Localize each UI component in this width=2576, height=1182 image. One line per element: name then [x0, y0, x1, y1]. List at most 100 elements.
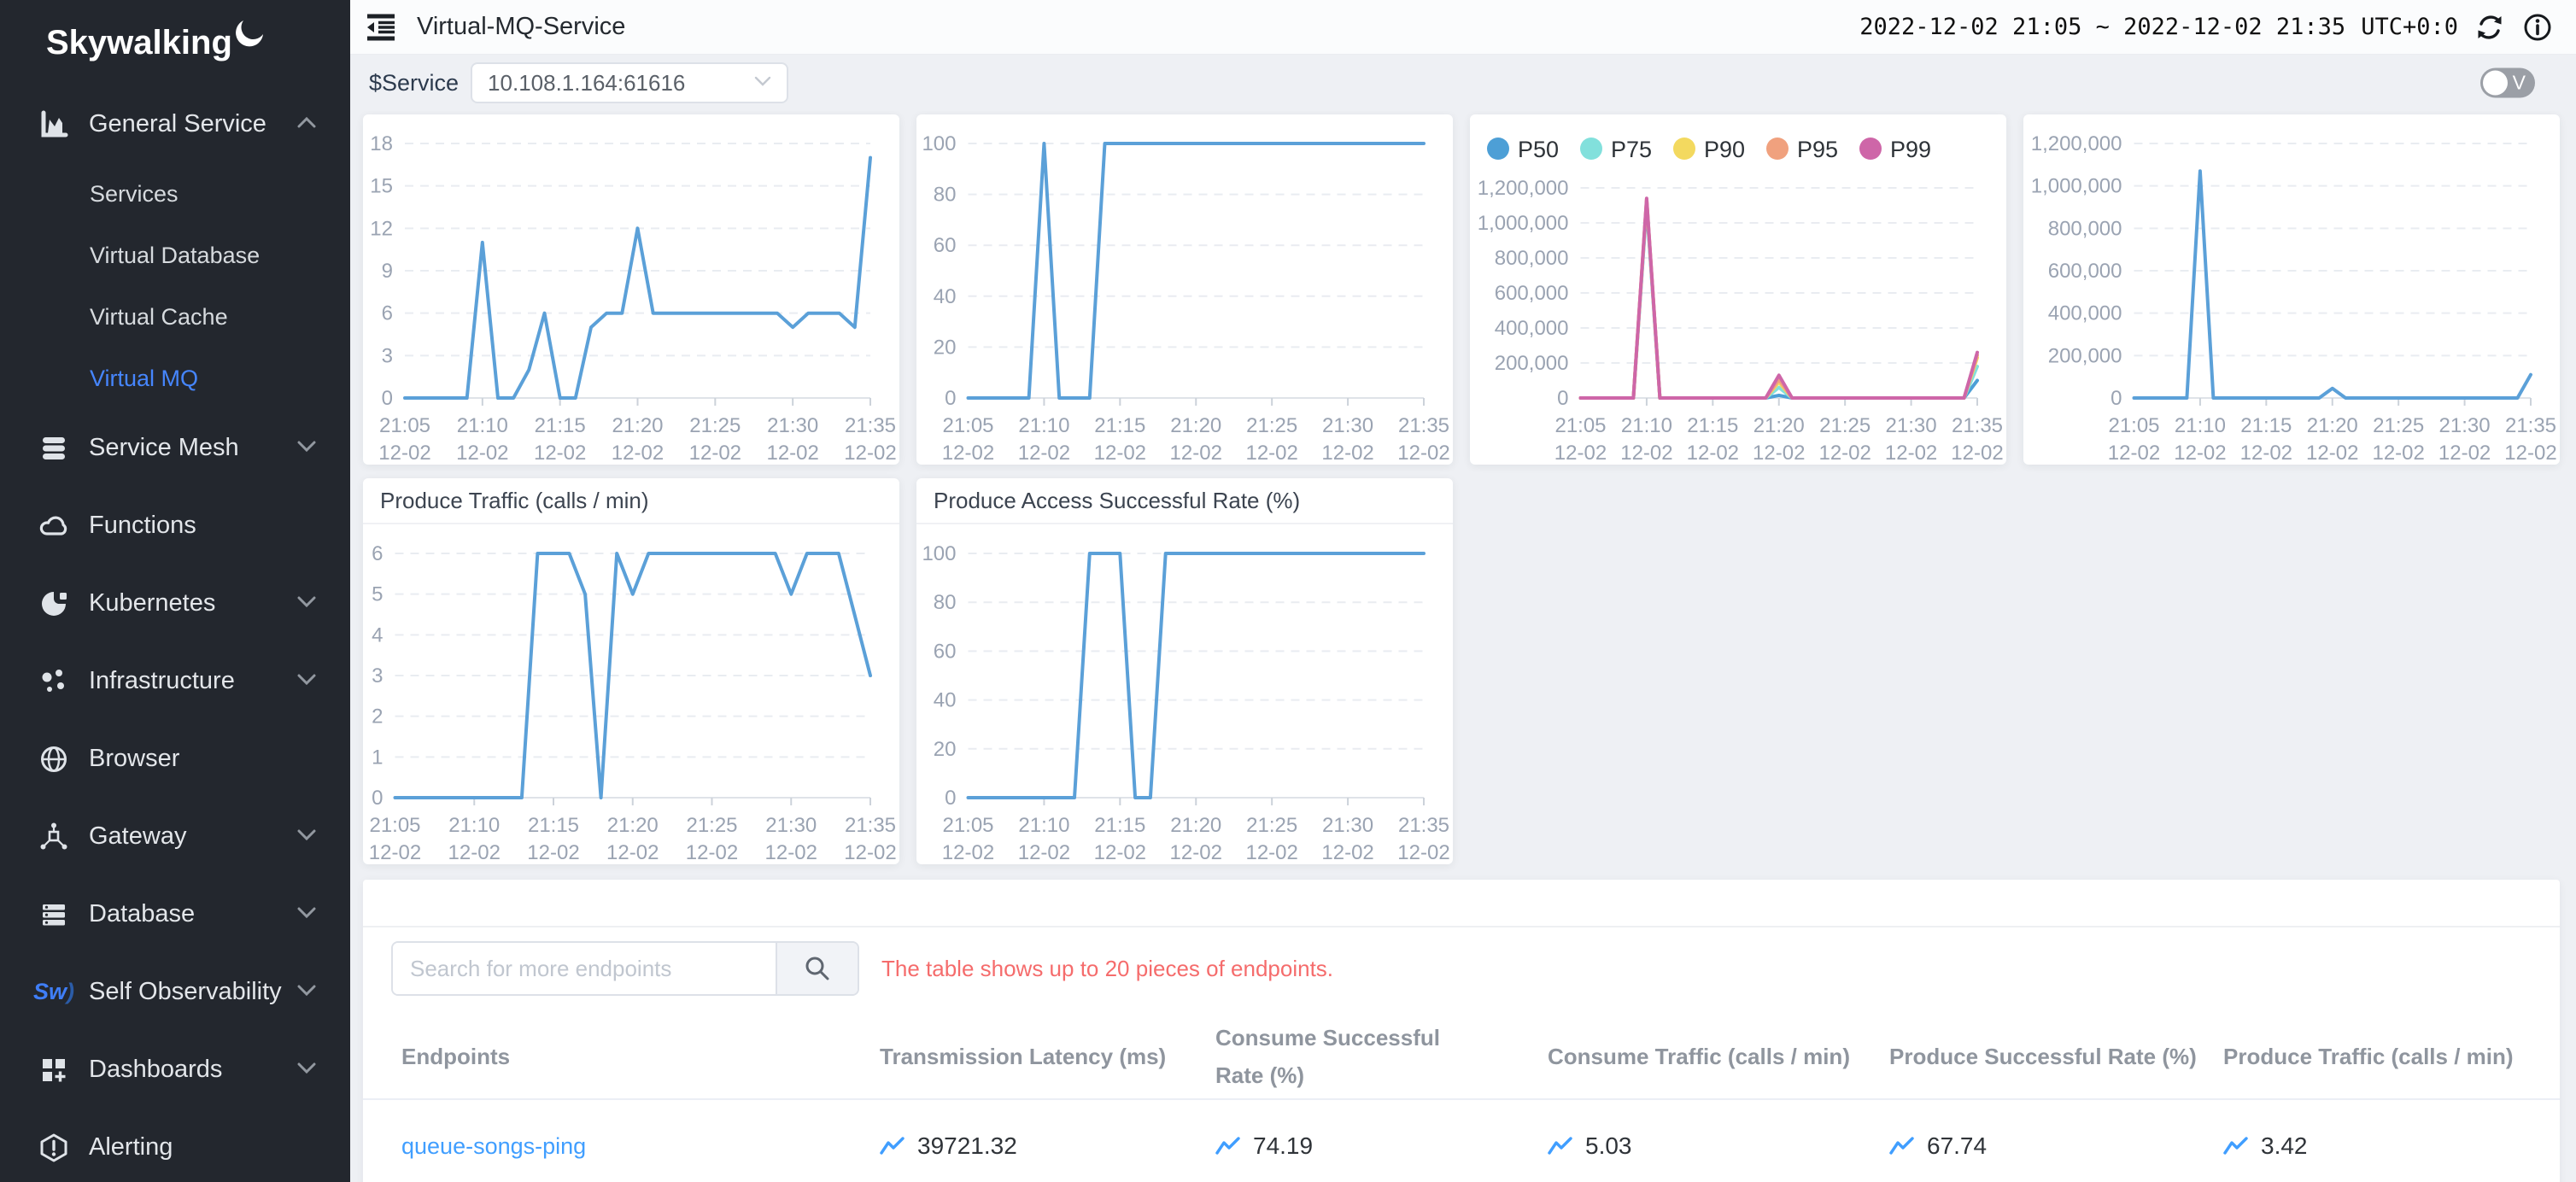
endpoint-search-box — [391, 941, 859, 996]
svg-text:80: 80 — [934, 184, 957, 207]
gateway-icon — [38, 821, 70, 853]
chart-row-1: 0 3 6 9 12 15 18 21:05 12-02 21:10 12-02 21:15 12-02… — [363, 114, 2576, 465]
sidebar-item-virtual-database[interactable]: Virtual Database — [0, 225, 350, 286]
svg-text:21:20: 21:20 — [1753, 414, 1805, 437]
svg-text:12-02: 12-02 — [1170, 442, 1222, 465]
svg-text:1,000,000: 1,000,000 — [2031, 175, 2122, 198]
svg-text:20: 20 — [934, 336, 957, 359]
svg-text:21:20: 21:20 — [607, 814, 659, 837]
toggle-label: V — [2512, 71, 2526, 94]
collapse-sidebar-icon[interactable] — [364, 10, 398, 44]
svg-text:60: 60 — [934, 234, 957, 257]
endpoint-link[interactable]: queue-songs-ping — [401, 1132, 587, 1159]
svg-text:12-02: 12-02 — [612, 442, 664, 465]
svg-text:21:35: 21:35 — [1952, 414, 2003, 437]
view-toggle[interactable]: V — [2480, 67, 2535, 98]
sidebar-item-label: Self Observability — [89, 978, 282, 1005]
time-range-picker[interactable]: 2022-12-02 21:05 ~ 2022-12-02 21:35 — [1859, 14, 2346, 40]
svg-text:3: 3 — [382, 344, 393, 367]
service-select-value: 10.108.1.164:61616 — [488, 69, 686, 96]
svg-text:12-02: 12-02 — [2108, 442, 2160, 465]
sidebar-item-label: Virtual MQ — [90, 365, 199, 391]
svg-text:80: 80 — [934, 591, 957, 614]
sidebar-item-services[interactable]: Services — [0, 163, 350, 225]
svg-text:21:20: 21:20 — [2307, 414, 2358, 437]
skywalking-sw-icon: Sw) — [33, 979, 75, 1004]
sidebar-item-general-service[interactable]: General Service — [0, 85, 350, 163]
sidebar-item-label: Kubernetes — [89, 589, 216, 617]
svg-text:40: 40 — [934, 285, 957, 308]
svg-text:21:25: 21:25 — [2373, 414, 2424, 437]
svg-text:12-02: 12-02 — [2306, 442, 2358, 465]
svg-text:P75: P75 — [1611, 137, 1652, 162]
chart-title: Produce Access Successful Rate (%) — [916, 478, 1453, 524]
svg-text:12-02: 12-02 — [1687, 442, 1739, 465]
sidebar-item-service-mesh[interactable]: Service Mesh — [0, 409, 350, 487]
sidebar-item-infrastructure[interactable]: Infrastructure — [0, 642, 350, 720]
service-select[interactable]: 10.108.1.164:61616 — [471, 62, 789, 103]
svg-text:200,000: 200,000 — [2048, 344, 2122, 367]
line-chart: 0 20 40 60 80 100 21:05 12-02 21:10 12-02 21:15 12-… — [922, 132, 1449, 465]
svg-text:12-02: 12-02 — [534, 442, 586, 465]
svg-text:21:35: 21:35 — [1398, 814, 1449, 837]
svg-text:P90: P90 — [1704, 137, 1745, 162]
svg-text:15: 15 — [370, 175, 393, 198]
svg-text:21:25: 21:25 — [689, 414, 741, 437]
svg-text:21:10: 21:10 — [1621, 414, 1672, 437]
sidebar-item-functions[interactable]: Functions — [0, 487, 350, 565]
sidebar-item-label: General Service — [89, 110, 266, 138]
svg-text:21:30: 21:30 — [2439, 414, 2491, 437]
consume-success-rate-value: 74.19 — [1253, 1132, 1314, 1159]
svg-text:18: 18 — [370, 132, 393, 155]
svg-text:21:35: 21:35 — [845, 814, 896, 837]
sidebar-item-kubernetes[interactable]: Kubernetes — [0, 565, 350, 642]
chevron-down-icon — [297, 674, 316, 689]
endpoint-search-input[interactable] — [393, 943, 776, 994]
endpoint-search-row: The table shows up to 20 pieces of endpo… — [363, 927, 2560, 996]
svg-text:12-02: 12-02 — [2504, 442, 2556, 465]
produce-traffic-cell: 3.42 — [2223, 1132, 2560, 1160]
svg-text:12-02: 12-02 — [2438, 442, 2491, 465]
sidebar-item-virtual-cache[interactable]: Virtual Cache — [0, 286, 350, 348]
main-area: Virtual-MQ-Service 2022-12-02 21:05 ~ 20… — [350, 0, 2576, 1182]
svg-text:12-02: 12-02 — [1245, 841, 1297, 864]
svg-text:21:30: 21:30 — [1886, 414, 1937, 437]
sidebar-item-label: Gateway — [89, 822, 187, 850]
svg-text:21:15: 21:15 — [1687, 414, 1738, 437]
info-icon[interactable] — [2521, 11, 2554, 44]
svg-text:21:15: 21:15 — [535, 414, 586, 437]
dashboards-grid-icon — [38, 1054, 70, 1086]
svg-text:21:05: 21:05 — [1554, 414, 1606, 437]
consume-traffic-cell: 5.03 — [1548, 1132, 1889, 1160]
svg-text:21:05: 21:05 — [379, 414, 430, 437]
sidebar-item-dashboards[interactable]: Dashboards — [0, 1031, 350, 1109]
produce-traffic-value: 3.42 — [2261, 1132, 2308, 1159]
service-label: $Service — [369, 69, 460, 96]
sidebar-item-browser[interactable]: Browser — [0, 720, 350, 798]
service-selector-bar: $Service 10.108.1.164:61616 V — [350, 55, 2576, 111]
dashboard-content: 0 3 6 9 12 15 18 21:05 12-02 21:10 12-02 21:15 12-02… — [350, 111, 2576, 1182]
endpoints-limit-notice: The table shows up to 20 pieces of endpo… — [881, 955, 1334, 981]
svg-text:21:25: 21:25 — [1246, 414, 1297, 437]
svg-text:12-02: 12-02 — [1554, 442, 1607, 465]
svg-text:21:10: 21:10 — [457, 414, 508, 437]
svg-text:0: 0 — [945, 387, 956, 410]
bar-chart-icon — [38, 108, 70, 141]
globe-icon — [38, 743, 70, 775]
chart-panel-produce-traffic: Produce Traffic (calls / min) 0 1 2 3 4 5 6 21:… — [363, 478, 899, 864]
column-header-endpoints: Endpoints — [401, 1044, 511, 1069]
svg-text:21:05: 21:05 — [942, 814, 993, 837]
svg-text:12-02: 12-02 — [1321, 841, 1373, 864]
svg-text:21:30: 21:30 — [767, 414, 818, 437]
search-button[interactable] — [776, 943, 858, 994]
sidebar-item-self-observability[interactable]: Sw) Self Observability — [0, 953, 350, 1031]
svg-text:12-02: 12-02 — [1397, 841, 1449, 864]
svg-text:6: 6 — [372, 542, 383, 565]
refresh-icon[interactable] — [2474, 11, 2506, 44]
sidebar-item-database[interactable]: Database — [0, 875, 350, 953]
sidebar-item-alerting[interactable]: Alerting — [0, 1109, 350, 1182]
sidebar-item-gateway[interactable]: Gateway — [0, 798, 350, 875]
svg-text:12-02: 12-02 — [2240, 442, 2292, 465]
sidebar-item-virtual-mq[interactable]: Virtual MQ — [0, 348, 350, 409]
